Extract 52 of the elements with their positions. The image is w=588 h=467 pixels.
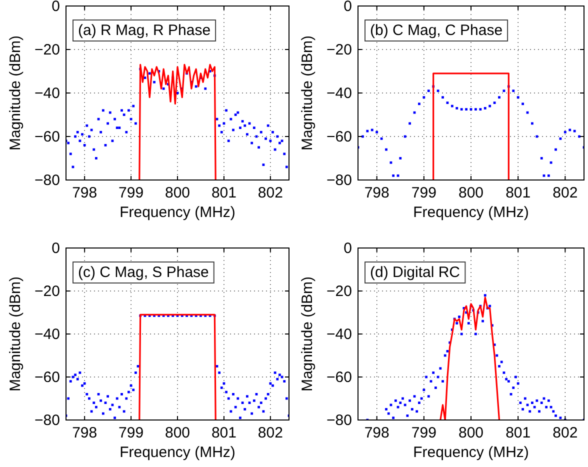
text: (d) Digital RC (370, 264, 460, 281)
x-tick-label: 800 (458, 184, 484, 202)
y-axis-title: Magnitude (dBm) (7, 35, 24, 151)
x-axis-title: Frequency (MHz) (413, 204, 529, 221)
y-tick-label: −60 (326, 368, 352, 386)
y-tick-label: −40 (34, 326, 60, 343)
x-tick-label: 801 (211, 184, 236, 202)
y-tick-label: −20 (34, 41, 60, 58)
y-tick-label: −60 (34, 368, 60, 386)
y-tick-label: −80 (34, 412, 60, 429)
y-tick-label: 0 (52, 240, 60, 257)
y-axis-title: Magnitude (dBm) (299, 276, 316, 392)
y-tick-label: −20 (326, 282, 352, 300)
x-tick-label: 798 (72, 424, 98, 442)
x-tick-label: 800 (458, 424, 484, 442)
x-tick-label: 802 (258, 424, 283, 442)
x-tick-label: 802 (552, 184, 578, 202)
x-tick-label: 799 (411, 424, 436, 442)
y-axis-title: Magnitude (dBm) (299, 35, 316, 151)
y-tick-label: −80 (326, 412, 352, 429)
y-tick-label: −20 (34, 282, 60, 300)
y-tick-label: −60 (34, 128, 60, 146)
x-axis-title: Frequency (MHz) (413, 444, 529, 461)
x-tick-label: 798 (72, 184, 98, 202)
x-tick-label: 798 (364, 424, 390, 442)
y-tick-label: −40 (326, 84, 352, 102)
y-tick-label: −40 (326, 326, 352, 343)
x-tick-label: 800 (164, 184, 190, 202)
x-tick-label: 801 (506, 184, 531, 202)
text: (b) C Mag, C Phase (370, 22, 503, 39)
y-tick-label: −80 (326, 172, 352, 189)
x-tick-label: 798 (364, 184, 390, 202)
y-tick-label: −20 (326, 41, 352, 58)
text: (a) R Mag, R Phase (78, 22, 211, 39)
x-tick-label: 801 (506, 424, 531, 442)
y-tick-label: 0 (52, 0, 60, 15)
x-tick-label: 801 (211, 424, 236, 442)
x-tick-label: 800 (164, 424, 190, 442)
y-tick-label: 0 (344, 0, 352, 15)
y-axis-title: Magnitude (dBm) (7, 276, 24, 392)
x-tick-label: 799 (118, 424, 144, 442)
y-tick-label: 0 (344, 240, 352, 257)
x-tick-label: 802 (258, 184, 283, 202)
y-tick-label: −60 (326, 128, 352, 146)
x-tick-label: 799 (118, 184, 144, 202)
x-axis-title: Frequency (MHz) (120, 444, 236, 461)
x-axis-title: Frequency (MHz) (120, 204, 236, 221)
x-tick-label: 799 (411, 184, 436, 202)
y-tick-label: −40 (34, 84, 60, 102)
y-tick-label: −80 (34, 172, 60, 189)
text: (c) C Mag, S Phase (78, 264, 209, 281)
x-tick-label: 802 (552, 424, 578, 442)
